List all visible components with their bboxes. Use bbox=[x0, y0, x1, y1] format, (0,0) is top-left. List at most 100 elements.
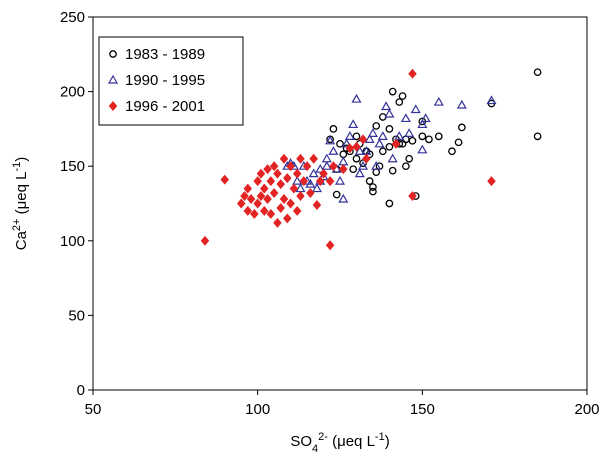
point bbox=[344, 131, 355, 140]
point bbox=[279, 153, 289, 164]
point bbox=[338, 193, 349, 203]
point bbox=[364, 134, 375, 143]
point bbox=[286, 198, 295, 209]
point bbox=[339, 164, 348, 175]
point bbox=[354, 146, 365, 155]
point bbox=[425, 135, 433, 144]
point bbox=[345, 143, 355, 154]
point bbox=[352, 132, 361, 141]
point bbox=[404, 128, 415, 137]
point bbox=[408, 68, 417, 79]
point bbox=[259, 205, 269, 216]
point bbox=[341, 138, 352, 148]
point bbox=[276, 203, 285, 213]
point bbox=[384, 108, 395, 118]
point bbox=[456, 99, 467, 109]
point bbox=[325, 176, 335, 187]
plot-frame bbox=[92, 16, 588, 391]
point bbox=[387, 153, 398, 163]
point bbox=[256, 191, 266, 202]
point bbox=[348, 119, 359, 129]
point bbox=[378, 147, 387, 156]
point bbox=[292, 175, 303, 185]
point bbox=[398, 92, 407, 100]
point bbox=[417, 144, 428, 154]
point bbox=[292, 205, 302, 216]
point bbox=[329, 125, 338, 133]
point bbox=[283, 173, 292, 184]
point bbox=[269, 188, 279, 199]
point bbox=[296, 153, 305, 164]
point bbox=[273, 168, 282, 179]
point bbox=[487, 176, 496, 187]
y-axis-label-part: (μeq L bbox=[13, 172, 30, 219]
point bbox=[259, 183, 269, 194]
y-axis-label-part: Ca bbox=[13, 230, 30, 250]
y-axis-label-part: 2+ bbox=[11, 219, 23, 232]
y-tick-label: 0 bbox=[77, 382, 85, 399]
point bbox=[385, 142, 394, 151]
point bbox=[372, 122, 381, 130]
y-tick-label: 50 bbox=[68, 307, 85, 324]
point bbox=[369, 187, 377, 196]
point bbox=[236, 198, 246, 209]
point bbox=[321, 153, 332, 163]
point bbox=[279, 194, 289, 204]
point bbox=[349, 165, 358, 174]
point bbox=[395, 98, 404, 106]
point bbox=[408, 136, 417, 145]
point bbox=[352, 141, 361, 152]
point bbox=[358, 160, 369, 170]
point bbox=[388, 87, 397, 96]
point bbox=[319, 168, 328, 179]
point bbox=[312, 200, 322, 210]
point bbox=[434, 132, 443, 141]
point bbox=[240, 191, 249, 202]
point bbox=[263, 194, 272, 204]
y-tick-label: 150 bbox=[60, 158, 85, 175]
y-tick-label: 250 bbox=[60, 9, 85, 26]
x-axis-label-part: ) bbox=[385, 433, 390, 450]
y-axis-label-part: ) bbox=[13, 157, 30, 162]
point bbox=[352, 154, 361, 163]
point bbox=[371, 160, 382, 170]
point bbox=[381, 101, 392, 111]
point bbox=[273, 217, 282, 228]
y-tick-label: 100 bbox=[60, 233, 85, 250]
point bbox=[385, 125, 394, 133]
point bbox=[256, 168, 266, 179]
x-tick-label: 200 bbox=[574, 401, 599, 418]
legend-label: 1996 - 2001 bbox=[125, 98, 205, 115]
point bbox=[311, 183, 322, 193]
point bbox=[402, 162, 410, 171]
point bbox=[289, 183, 299, 194]
point bbox=[325, 240, 335, 251]
point bbox=[417, 119, 428, 129]
legend-label: 1983 - 1989 bbox=[125, 46, 205, 63]
point bbox=[408, 191, 417, 202]
point bbox=[394, 131, 405, 140]
point bbox=[418, 132, 427, 141]
point bbox=[365, 177, 374, 185]
point bbox=[266, 176, 276, 187]
point bbox=[358, 134, 368, 145]
point bbox=[308, 168, 319, 178]
point bbox=[329, 161, 338, 172]
x-axis-label-part: -1 bbox=[375, 431, 385, 443]
point bbox=[269, 161, 279, 172]
point bbox=[362, 153, 371, 164]
point bbox=[296, 191, 305, 202]
point bbox=[286, 161, 295, 172]
point bbox=[315, 163, 326, 173]
x-axis-label-part: 2- bbox=[318, 431, 328, 443]
legend-box bbox=[98, 36, 244, 126]
point bbox=[306, 188, 315, 199]
point bbox=[372, 168, 381, 177]
legend-marker bbox=[109, 50, 117, 58]
point bbox=[433, 96, 444, 106]
x-axis-label: SO42- (μeq L-1) bbox=[290, 431, 389, 455]
x-axis-label-part: (μeq L bbox=[328, 433, 375, 450]
x-tick-label: 150 bbox=[410, 401, 435, 418]
point bbox=[338, 156, 349, 166]
